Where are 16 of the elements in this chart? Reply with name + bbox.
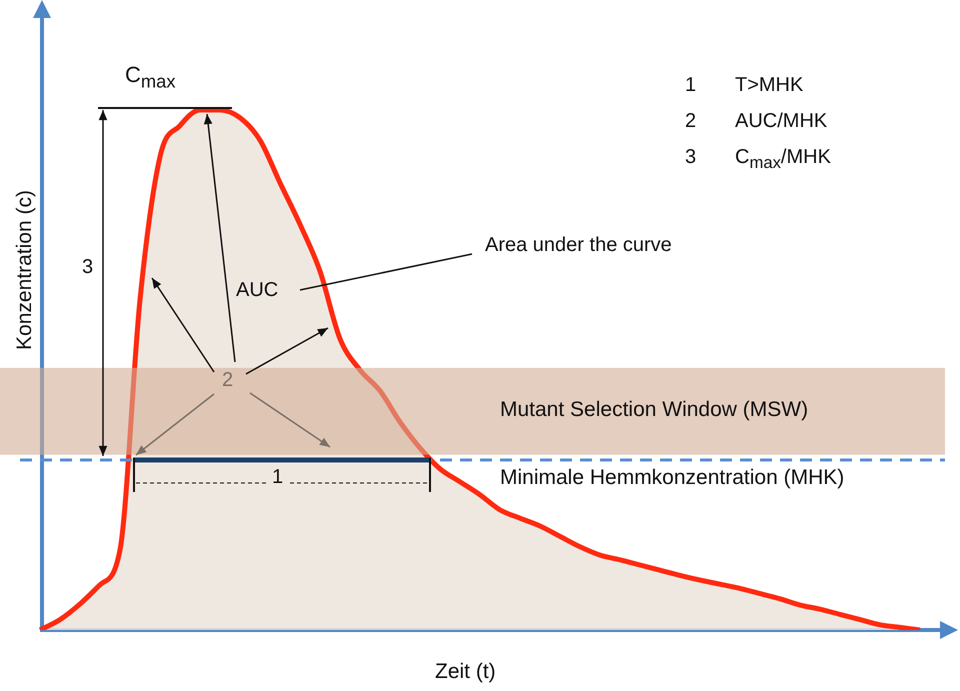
annotation: 2 — [685, 110, 696, 133]
text: C$_{max}$ — [125, 62, 176, 92]
x-axis-title: Zeit (t) — [435, 660, 496, 684]
annotation: 3 — [685, 146, 696, 169]
y-axis-title: Konzentration (c) — [13, 190, 37, 350]
annotation: AUC — [236, 279, 278, 302]
annotation: 2 — [222, 369, 234, 392]
annotation: Area under the curve — [485, 234, 672, 257]
ref-line-label: Minimale Hemmkonzentration (MHK) — [500, 466, 844, 490]
text: 1 — [685, 74, 696, 97]
annotation: AUC/MHK — [735, 110, 828, 133]
text: T>MHK — [735, 74, 804, 97]
annotation: 1 — [272, 466, 284, 489]
band-label: Mutant Selection Window (MSW) — [500, 398, 808, 422]
annotation: 3 — [82, 256, 94, 279]
annotation: C$_{max}$/MHK — [735, 146, 831, 173]
